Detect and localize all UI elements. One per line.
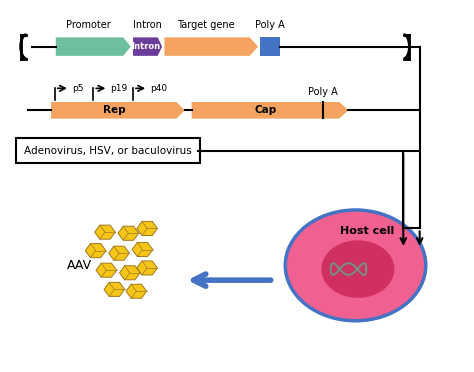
Polygon shape — [109, 246, 129, 260]
FancyBboxPatch shape — [16, 138, 200, 163]
Polygon shape — [119, 266, 140, 280]
Polygon shape — [56, 38, 131, 56]
Circle shape — [285, 210, 426, 321]
Polygon shape — [137, 221, 157, 235]
Polygon shape — [104, 282, 125, 296]
Text: Target gene: Target gene — [177, 20, 235, 30]
Polygon shape — [85, 244, 106, 258]
Polygon shape — [164, 38, 258, 56]
Polygon shape — [51, 102, 184, 119]
Text: Intron: Intron — [131, 42, 160, 51]
Polygon shape — [191, 102, 348, 119]
Text: Rep: Rep — [102, 105, 125, 115]
Text: Host cell: Host cell — [340, 227, 394, 237]
Text: AAV: AAV — [67, 259, 92, 272]
Polygon shape — [118, 226, 139, 240]
Text: p5: p5 — [72, 84, 84, 93]
Polygon shape — [132, 243, 153, 257]
Polygon shape — [96, 263, 117, 277]
Text: Poly A: Poly A — [308, 87, 337, 97]
Text: Intron: Intron — [133, 20, 162, 30]
Polygon shape — [126, 284, 146, 298]
Text: Promoter: Promoter — [66, 20, 111, 30]
Polygon shape — [137, 261, 157, 275]
Polygon shape — [133, 38, 162, 56]
Text: Adenovirus, HSV, or baculovirus: Adenovirus, HSV, or baculovirus — [24, 146, 191, 156]
Circle shape — [321, 240, 394, 298]
Bar — [260, 38, 280, 56]
Polygon shape — [95, 225, 115, 239]
Text: Poly A: Poly A — [255, 20, 285, 30]
Text: p40: p40 — [150, 84, 167, 93]
Text: p19: p19 — [110, 84, 128, 93]
Text: Cap: Cap — [254, 105, 276, 115]
